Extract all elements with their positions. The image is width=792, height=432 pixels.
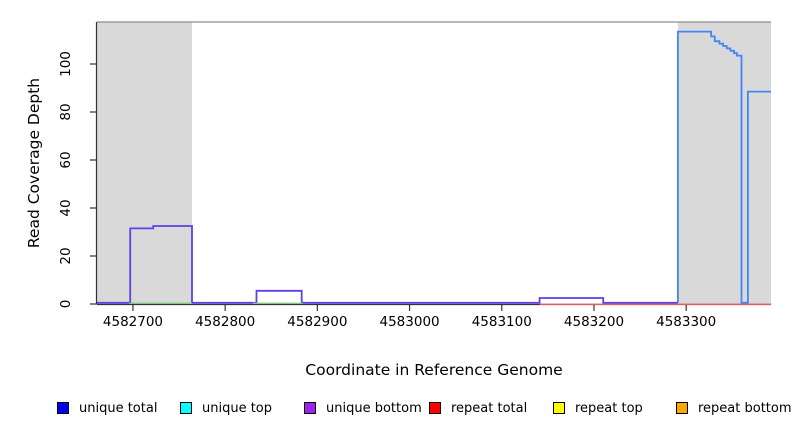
x-tick-label: 4583300 (656, 314, 717, 330)
legend: unique total unique top unique bottom repea… (0, 397, 792, 421)
legend-swatch-icon (304, 402, 316, 414)
legend-item: repeat total (429, 397, 527, 419)
legend-label: repeat total (451, 400, 528, 416)
x-tick-label: 4582700 (102, 314, 164, 330)
gray-region-left (97, 22, 192, 304)
x-axis-title: Coordinate in Reference Genome (305, 361, 563, 379)
legend-swatch-icon (180, 402, 192, 414)
gray-region-right (677, 22, 771, 304)
series-unique-coverage-right (677, 30, 771, 304)
legend-swatch-icon (553, 402, 565, 414)
series-unique-coverage-left (97, 225, 678, 304)
x-tick-label: 4583100 (471, 314, 532, 330)
x-tick-label: 4582800 (195, 314, 256, 330)
x-tick-label: 4583000 (379, 314, 440, 330)
legend-swatch-icon (57, 402, 69, 414)
legend-label: repeat bottom (698, 400, 792, 416)
legend-label: unique top (202, 400, 273, 416)
legend-item: repeat top (553, 397, 643, 419)
legend-swatch-icon (676, 402, 688, 414)
x-tick-label: 4582900 (287, 314, 348, 330)
legend-item: unique top (180, 397, 272, 419)
legend-label: unique bottom (326, 400, 422, 416)
y-axis-title: Read Coverage Depth (25, 77, 43, 249)
legend-label: repeat top (575, 400, 643, 416)
legend-item: unique total (57, 397, 157, 419)
legend-item: unique bottom (304, 397, 422, 419)
y-tick-label: 100 (58, 51, 74, 77)
legend-label: unique total (79, 400, 158, 416)
legend-swatch-icon (429, 402, 441, 414)
x-tick-label: 4583200 (563, 314, 625, 330)
legend-item: repeat bottom (676, 397, 792, 419)
